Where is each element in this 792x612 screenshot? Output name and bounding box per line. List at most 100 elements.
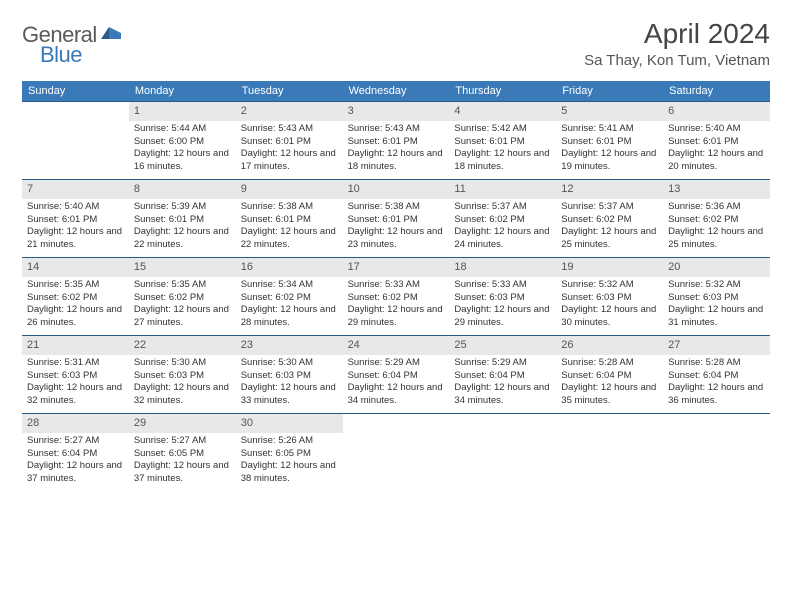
sunset-line: Sunset: 6:01 PM	[27, 214, 124, 227]
day-number: 14	[22, 258, 129, 277]
day-body: Sunrise: 5:26 AMSunset: 6:05 PMDaylight:…	[236, 433, 343, 490]
day-number: 12	[556, 180, 663, 199]
day-body: Sunrise: 5:35 AMSunset: 6:02 PMDaylight:…	[22, 277, 129, 334]
sunset-line: Sunset: 6:02 PM	[134, 292, 231, 305]
daylight-line: Daylight: 12 hours and 36 minutes.	[668, 382, 765, 408]
sunset-line: Sunset: 6:01 PM	[241, 136, 338, 149]
day-number: 16	[236, 258, 343, 277]
day-cell: 1Sunrise: 5:44 AMSunset: 6:00 PMDaylight…	[129, 101, 236, 179]
daylight-line: Daylight: 12 hours and 27 minutes.	[134, 304, 231, 330]
sunrise-line: Sunrise: 5:40 AM	[668, 123, 765, 136]
weekday-thursday: Thursday	[449, 81, 556, 101]
week-row: 14Sunrise: 5:35 AMSunset: 6:02 PMDayligh…	[22, 257, 770, 335]
day-number: 4	[449, 102, 556, 121]
sunset-line: Sunset: 6:01 PM	[561, 136, 658, 149]
sunrise-line: Sunrise: 5:30 AM	[134, 357, 231, 370]
sunset-line: Sunset: 6:04 PM	[454, 370, 551, 383]
day-body: Sunrise: 5:32 AMSunset: 6:03 PMDaylight:…	[663, 277, 770, 334]
daylight-line: Daylight: 12 hours and 16 minutes.	[134, 148, 231, 174]
sunrise-line: Sunrise: 5:43 AM	[241, 123, 338, 136]
day-cell: 16Sunrise: 5:34 AMSunset: 6:02 PMDayligh…	[236, 257, 343, 335]
day-cell: 15Sunrise: 5:35 AMSunset: 6:02 PMDayligh…	[129, 257, 236, 335]
daylight-line: Daylight: 12 hours and 20 minutes.	[668, 148, 765, 174]
sunrise-line: Sunrise: 5:26 AM	[241, 435, 338, 448]
sunset-line: Sunset: 6:01 PM	[348, 214, 445, 227]
daylight-line: Daylight: 12 hours and 33 minutes.	[241, 382, 338, 408]
sunset-line: Sunset: 6:01 PM	[348, 136, 445, 149]
sunrise-line: Sunrise: 5:32 AM	[561, 279, 658, 292]
day-body: Sunrise: 5:44 AMSunset: 6:00 PMDaylight:…	[129, 121, 236, 178]
daylight-line: Daylight: 12 hours and 29 minutes.	[454, 304, 551, 330]
day-number: 27	[663, 336, 770, 355]
day-cell: 20Sunrise: 5:32 AMSunset: 6:03 PMDayligh…	[663, 257, 770, 335]
sunrise-line: Sunrise: 5:33 AM	[454, 279, 551, 292]
sunset-line: Sunset: 6:04 PM	[348, 370, 445, 383]
day-cell	[556, 413, 663, 491]
day-cell: 23Sunrise: 5:30 AMSunset: 6:03 PMDayligh…	[236, 335, 343, 413]
sunrise-line: Sunrise: 5:37 AM	[561, 201, 658, 214]
weekday-tuesday: Tuesday	[236, 81, 343, 101]
day-number: 26	[556, 336, 663, 355]
day-body: Sunrise: 5:38 AMSunset: 6:01 PMDaylight:…	[343, 199, 450, 256]
day-number: 5	[556, 102, 663, 121]
day-cell: 19Sunrise: 5:32 AMSunset: 6:03 PMDayligh…	[556, 257, 663, 335]
sunset-line: Sunset: 6:05 PM	[134, 448, 231, 461]
sunset-line: Sunset: 6:04 PM	[27, 448, 124, 461]
daylight-line: Daylight: 12 hours and 25 minutes.	[668, 226, 765, 252]
logo-text-blue: Blue	[40, 42, 82, 68]
weekday-saturday: Saturday	[663, 81, 770, 101]
day-body: Sunrise: 5:41 AMSunset: 6:01 PMDaylight:…	[556, 121, 663, 178]
day-cell	[663, 413, 770, 491]
day-cell: 4Sunrise: 5:42 AMSunset: 6:01 PMDaylight…	[449, 101, 556, 179]
day-number: 15	[129, 258, 236, 277]
sunset-line: Sunset: 6:03 PM	[668, 292, 765, 305]
day-number: 29	[129, 414, 236, 433]
sunrise-line: Sunrise: 5:41 AM	[561, 123, 658, 136]
daylight-line: Daylight: 12 hours and 38 minutes.	[241, 460, 338, 486]
sunrise-line: Sunrise: 5:28 AM	[668, 357, 765, 370]
day-number: 9	[236, 180, 343, 199]
day-cell: 5Sunrise: 5:41 AMSunset: 6:01 PMDaylight…	[556, 101, 663, 179]
day-cell: 26Sunrise: 5:28 AMSunset: 6:04 PMDayligh…	[556, 335, 663, 413]
weekday-wednesday: Wednesday	[343, 81, 450, 101]
sunset-line: Sunset: 6:01 PM	[134, 214, 231, 227]
daylight-line: Daylight: 12 hours and 34 minutes.	[454, 382, 551, 408]
daylight-line: Daylight: 12 hours and 22 minutes.	[241, 226, 338, 252]
sunset-line: Sunset: 6:03 PM	[561, 292, 658, 305]
daylight-line: Daylight: 12 hours and 37 minutes.	[134, 460, 231, 486]
day-cell: 27Sunrise: 5:28 AMSunset: 6:04 PMDayligh…	[663, 335, 770, 413]
sunset-line: Sunset: 6:02 PM	[561, 214, 658, 227]
day-body: Sunrise: 5:27 AMSunset: 6:04 PMDaylight:…	[22, 433, 129, 490]
weeks-container: 1Sunrise: 5:44 AMSunset: 6:00 PMDaylight…	[22, 101, 770, 491]
sunset-line: Sunset: 6:01 PM	[668, 136, 765, 149]
day-cell: 12 Sunrise: 5:37 AMSunset: 6:02 PMDayligh…	[556, 179, 663, 257]
month-title: April 2024	[584, 18, 770, 50]
daylight-line: Daylight: 12 hours and 32 minutes.	[134, 382, 231, 408]
day-number: 30	[236, 414, 343, 433]
day-body: Sunrise: 5:32 AMSunset: 6:03 PMDaylight:…	[556, 277, 663, 334]
daylight-line: Daylight: 12 hours and 19 minutes.	[561, 148, 658, 174]
day-number: 1	[129, 102, 236, 121]
sunrise-line: Sunrise: 5:38 AM	[348, 201, 445, 214]
location: Sa Thay, Kon Tum, Vietnam	[584, 52, 770, 69]
day-cell	[449, 413, 556, 491]
sunset-line: Sunset: 6:03 PM	[27, 370, 124, 383]
title-block: April 2024 Sa Thay, Kon Tum, Vietnam	[584, 18, 770, 69]
day-cell: 9Sunrise: 5:38 AMSunset: 6:01 PMDaylight…	[236, 179, 343, 257]
day-number: 18	[449, 258, 556, 277]
day-cell	[22, 101, 129, 179]
sunset-line: Sunset: 6:03 PM	[134, 370, 231, 383]
day-cell: 14Sunrise: 5:35 AMSunset: 6:02 PMDayligh…	[22, 257, 129, 335]
sunrise-line: Sunrise: 5:36 AM	[668, 201, 765, 214]
day-body: Sunrise: 5:29 AMSunset: 6:04 PMDaylight:…	[343, 355, 450, 412]
header: General April 2024 Sa Thay, Kon Tum, Vie…	[22, 18, 770, 69]
day-number: 25	[449, 336, 556, 355]
day-number: 28	[22, 414, 129, 433]
logo-line2: Blue	[40, 42, 82, 68]
daylight-line: Daylight: 12 hours and 32 minutes.	[27, 382, 124, 408]
day-cell: 17Sunrise: 5:33 AMSunset: 6:02 PMDayligh…	[343, 257, 450, 335]
day-cell: 24Sunrise: 5:29 AMSunset: 6:04 PMDayligh…	[343, 335, 450, 413]
sunrise-line: Sunrise: 5:27 AM	[134, 435, 231, 448]
day-cell: 6Sunrise: 5:40 AMSunset: 6:01 PMDaylight…	[663, 101, 770, 179]
daylight-line: Daylight: 12 hours and 25 minutes.	[561, 226, 658, 252]
